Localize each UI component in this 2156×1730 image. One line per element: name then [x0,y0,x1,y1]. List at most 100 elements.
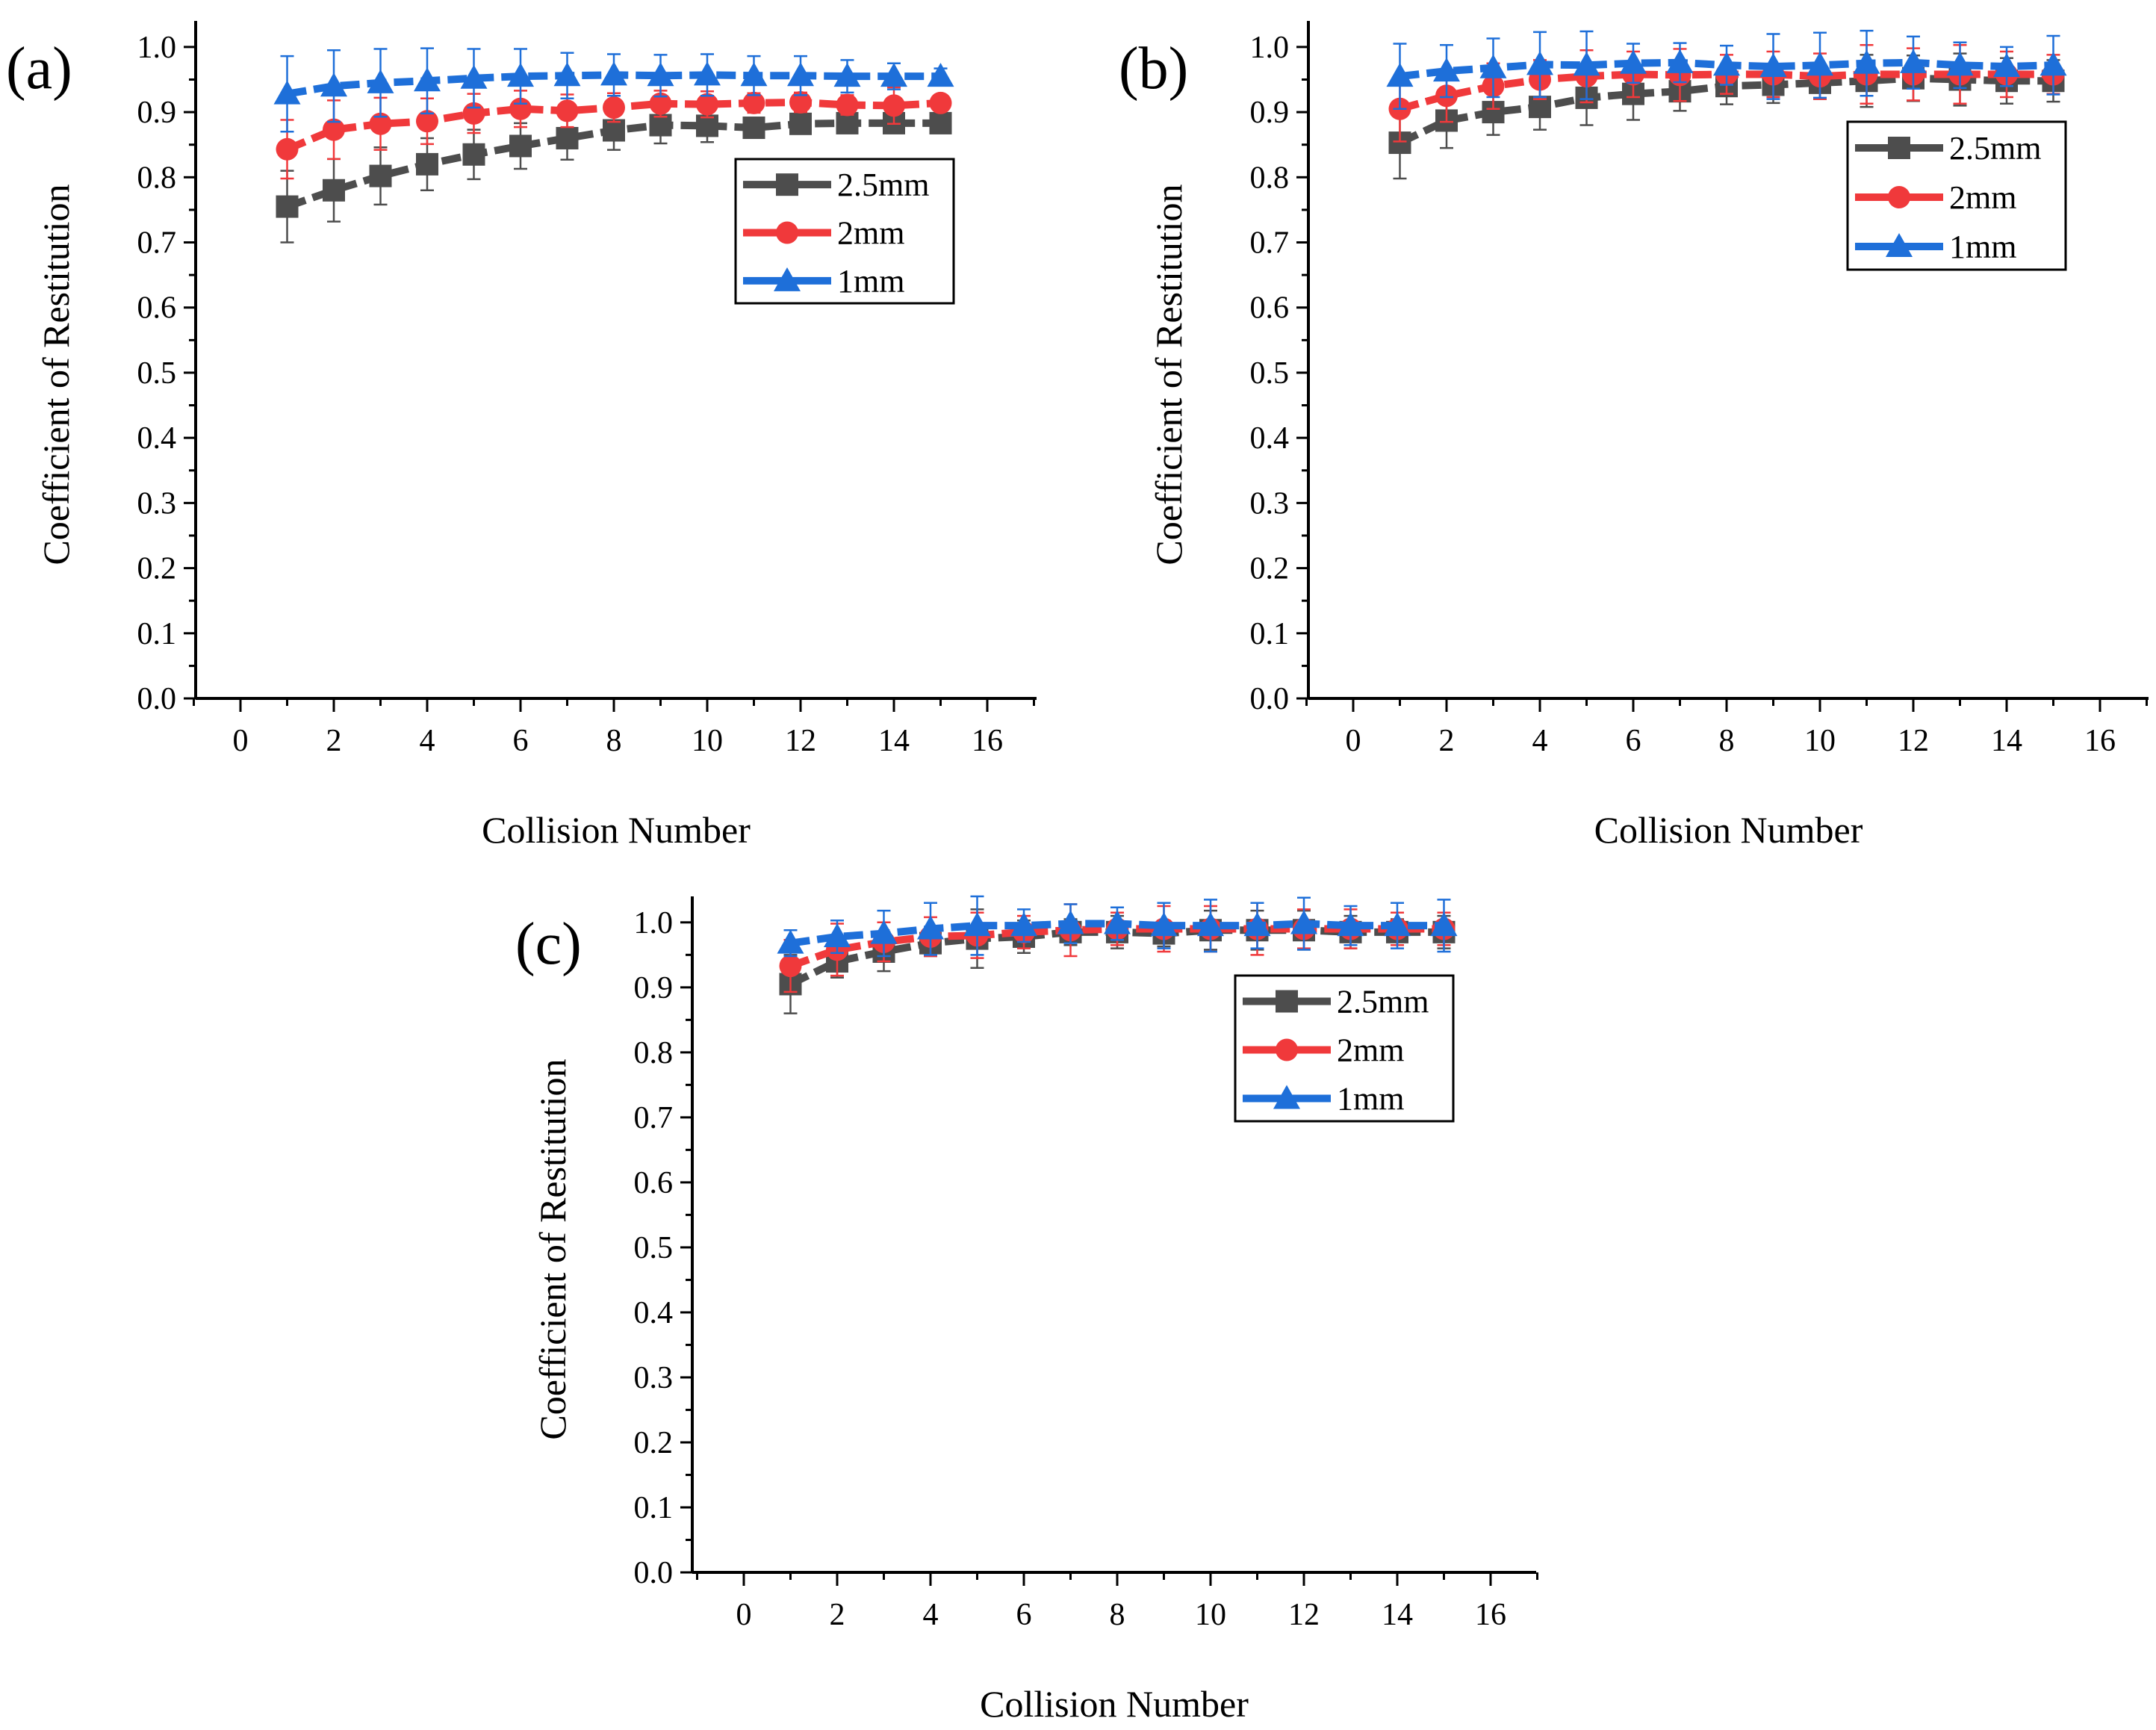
data-point [883,94,905,117]
x-tick-label: 12 [1288,1598,1320,1632]
x-tick-label: 8 [1719,724,1735,758]
data-point [870,920,898,944]
data-point [1573,52,1600,76]
legend-label: 2mm [1949,179,2016,216]
data-point [649,92,672,115]
x-axis-title: Collision Number [482,809,751,851]
data-point [929,111,952,134]
y-axis-title: Coefficient of Restitution [532,1058,574,1439]
data-point [600,61,627,86]
data-point [414,67,441,92]
x-tick-label: 2 [326,724,342,758]
data-point [1337,912,1364,937]
data-point [1243,912,1271,937]
x-tick-label: 2 [1439,724,1455,758]
x-tick-label: 10 [1804,724,1836,758]
y-tick-label: 0.3 [1250,486,1290,521]
y-tick-label: 0.3 [634,1361,674,1395]
data-point [320,72,347,97]
legend-marker [774,267,801,291]
y-axis-title: Coefficient of Restitution [1148,184,1190,565]
x-tick-label: 14 [1382,1598,1413,1632]
data-point [963,912,991,937]
y-tick-label: 0.8 [1250,161,1290,195]
x-tick-label: 4 [1532,724,1548,758]
x-tick-label: 4 [923,1598,939,1632]
data-point [742,117,765,140]
data-point [509,134,532,158]
data-point [649,114,672,137]
legend-marker [1888,137,1910,159]
legend-label: 2.5mm [837,167,929,203]
data-point [740,62,768,87]
data-point [927,63,954,87]
x-tick-label: 4 [420,724,435,758]
y-tick-label: 0.7 [1250,226,1290,261]
y-tick-label: 0.1 [137,617,177,651]
y-tick-label: 0.0 [137,682,177,716]
data-point [462,143,485,166]
data-point [1197,912,1224,937]
y-tick-label: 0.9 [137,96,177,130]
x-tick-label: 12 [785,724,816,758]
x-tick-label: 2 [830,1598,845,1632]
legend-marker [776,221,798,244]
y-tick-label: 0.5 [1250,356,1290,391]
legend-label: 2.5mm [1949,130,2041,167]
y-tick-label: 0.0 [1250,682,1290,716]
y-tick-label: 0.4 [634,1296,674,1330]
y-tick-label: 0.2 [1250,552,1290,586]
x-tick-label: 16 [2084,724,2116,758]
legend-marker [1886,233,1913,257]
legend-marker [1276,990,1298,1013]
data-point [1479,54,1507,78]
data-point [369,112,392,135]
x-axis-title: Collision Number [1594,809,1863,851]
y-tick-label: 0.7 [634,1101,674,1135]
legend-label: 1mm [1949,229,2016,265]
data-point [2039,52,2067,76]
data-point [1104,910,1131,934]
panel-label: (c) [515,911,582,977]
data-point [556,126,579,149]
data-point [696,93,718,116]
data-point [323,179,345,202]
x-axis-title: Collision Number [980,1683,1249,1725]
legend: 2.5mm 2mm 1mm [1846,120,2067,271]
data-point [416,110,438,133]
data-point [1150,912,1178,937]
data-point [1993,53,2020,78]
series-1mm [1386,29,2067,110]
data-point [880,63,907,87]
y-tick-label: 0.2 [634,1426,674,1460]
x-tick-label: 0 [736,1598,752,1632]
data-point [789,91,812,114]
data-point [1713,52,1740,76]
data-point [1430,912,1458,937]
y-tick-label: 0.9 [634,971,674,1005]
y-tick-label: 0.5 [634,1231,674,1265]
x-tick-label: 12 [1898,724,1929,758]
data-point [1290,910,1317,934]
x-tick-label: 16 [972,724,1003,758]
data-point [507,63,534,87]
x-tick-label: 6 [513,724,529,758]
data-point [836,93,859,117]
y-tick-label: 0.1 [1250,617,1290,651]
data-point [787,62,814,87]
series-2.5mm [276,105,952,244]
data-point [824,923,851,947]
data-point [603,96,625,119]
y-tick-label: 0.3 [137,486,177,521]
y-tick-label: 0.1 [634,1491,674,1525]
y-tick-label: 0.4 [137,421,177,456]
data-point [276,195,299,218]
data-point [1666,49,1694,73]
data-point [556,99,579,123]
data-point [1386,63,1414,87]
data-point [1946,52,1974,76]
data-point [369,164,392,187]
x-tick-label: 16 [1475,1598,1506,1632]
legend: 2.5mm 2mm 1mm [734,158,955,305]
legend-marker [1888,186,1910,208]
